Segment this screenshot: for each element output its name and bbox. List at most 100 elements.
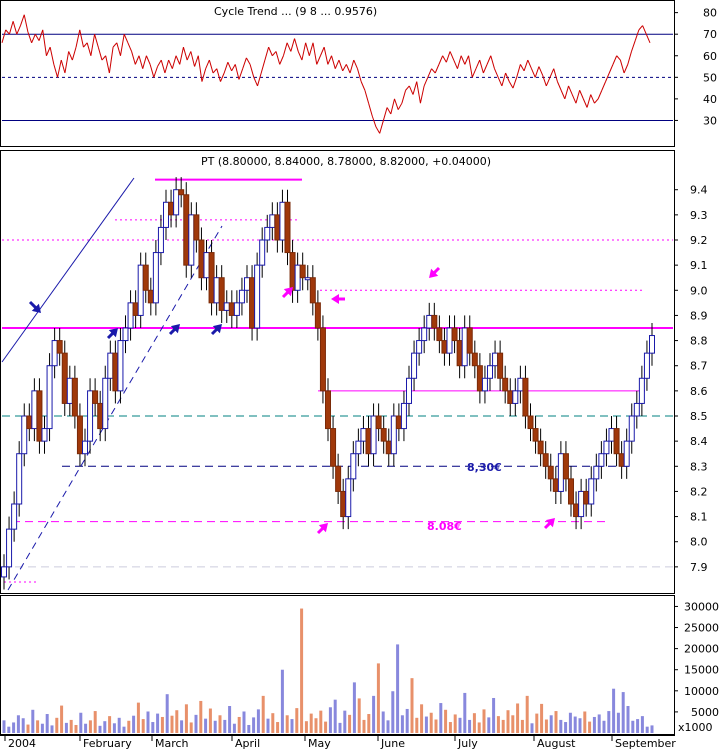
indicator-segment (590, 94, 595, 104)
volume-bar-45 (218, 715, 222, 733)
price-candle-77 (390, 415, 397, 455)
indicator-segment (75, 29, 81, 48)
indicator-segment (101, 55, 107, 61)
volume-bar-9 (45, 714, 49, 733)
volume-bar-122 (588, 721, 592, 733)
volume-bar-103 (496, 716, 500, 733)
price-candle-24 (122, 327, 129, 342)
price-candle-28 (142, 264, 149, 291)
indicator-segment (190, 51, 196, 67)
indicator-segment (90, 34, 96, 56)
price-candle-88 (446, 327, 453, 354)
price-candle-86 (436, 327, 443, 342)
volume-bar-50 (242, 711, 246, 733)
price-candle-104 (527, 415, 534, 430)
price-y-tick-0: 9.4 (690, 184, 708, 197)
price-candle-66 (335, 465, 342, 492)
price-y-tick-3: 9.1 (690, 259, 708, 272)
x-month-label-4: May (308, 737, 331, 750)
price-candle-91 (461, 327, 468, 367)
indicator-segment (575, 90, 581, 104)
indicator-segment (634, 29, 640, 41)
price-candle-83 (421, 327, 428, 342)
price-candle-89 (451, 327, 458, 342)
volume-bar-41 (199, 700, 203, 733)
price-candle-12 (61, 352, 68, 404)
indicator-segment (331, 55, 336, 69)
price-y-tick-8: 8.6 (690, 385, 708, 398)
price-candle-21 (107, 352, 114, 379)
volume-bar-49 (237, 716, 241, 733)
price-y-tick-12: 8.2 (690, 485, 708, 498)
volume-bar-89 (429, 712, 433, 733)
x-month-label-3: April (235, 737, 260, 750)
indicator-segment (608, 64, 614, 74)
volume-bar-124 (597, 714, 601, 733)
price-candle-80 (406, 377, 412, 404)
volume-bar-72 (348, 714, 352, 733)
volume-bar-40 (194, 714, 198, 733)
volume-bar-58 (280, 669, 284, 733)
volume-bar-33 (160, 716, 164, 733)
indicator-segment (260, 59, 266, 74)
indicator-segment (97, 46, 103, 61)
indicator-segment (397, 102, 403, 110)
indicator-segment (382, 107, 388, 121)
indicator-segment (442, 55, 447, 63)
volume-bar-91 (439, 703, 443, 733)
indicator-segment (16, 25, 21, 35)
price-candle-37 (188, 214, 195, 266)
price-candle-49 (249, 277, 256, 329)
indicator-segment (579, 90, 584, 100)
volume-bar-61 (295, 708, 299, 733)
price-candle-73 (370, 415, 377, 455)
volume-bar-108 (520, 719, 524, 733)
indicator-header: Cycle Trend ... (9 8 ... 0.9576) (214, 5, 377, 18)
volume-bar-125 (602, 720, 606, 733)
price-candle-45 (228, 302, 235, 316)
indicator-segment (223, 62, 229, 74)
indicator-segment (49, 47, 55, 65)
indicator-segment (216, 68, 221, 82)
indicator-segment (538, 66, 544, 76)
volume-bar-21 (103, 721, 107, 733)
volume-bar-22 (108, 716, 112, 733)
price-candle-33 (168, 201, 175, 216)
volume-bar-46 (223, 719, 227, 733)
indicator-segment (338, 59, 344, 72)
volume-panel-frame (0, 595, 675, 735)
price-candle-103 (522, 377, 529, 417)
indicator-segment (405, 85, 410, 91)
indicator-segment (364, 90, 370, 104)
volume-bar-71 (343, 710, 347, 733)
price-candle-4 (21, 415, 28, 455)
indicator-segment (479, 59, 484, 74)
volume-bar-94 (453, 714, 457, 733)
volume-bar-101 (487, 717, 491, 733)
indicator-segment (305, 42, 310, 56)
volume-bar-130 (626, 706, 630, 733)
indicator-segment (234, 64, 240, 80)
indicator-segment (360, 81, 366, 91)
volume-bar-93 (448, 722, 452, 733)
indicator-segment (316, 55, 321, 65)
indicator-segment (416, 81, 421, 104)
price-candle-69 (350, 453, 357, 480)
price-candle-39 (198, 239, 205, 279)
indicator-segment (182, 46, 188, 61)
indicator-segment (71, 46, 77, 61)
price-candle-13 (66, 377, 73, 404)
volume-bar-34 (165, 694, 169, 733)
volume-bar-59 (285, 715, 289, 733)
indicator-segment (412, 81, 418, 95)
x-month-label-8: September (615, 737, 676, 750)
x-month-label-1: February (83, 737, 132, 750)
indicator-segment (512, 77, 518, 89)
indicator-segment (149, 64, 155, 78)
price-candle-16 (82, 440, 88, 455)
price-candle-54 (274, 214, 281, 241)
indicator-segment (486, 55, 492, 65)
volume-bar-51 (247, 724, 251, 733)
volume-bar-52 (252, 717, 256, 733)
price-candle-67 (340, 490, 347, 518)
